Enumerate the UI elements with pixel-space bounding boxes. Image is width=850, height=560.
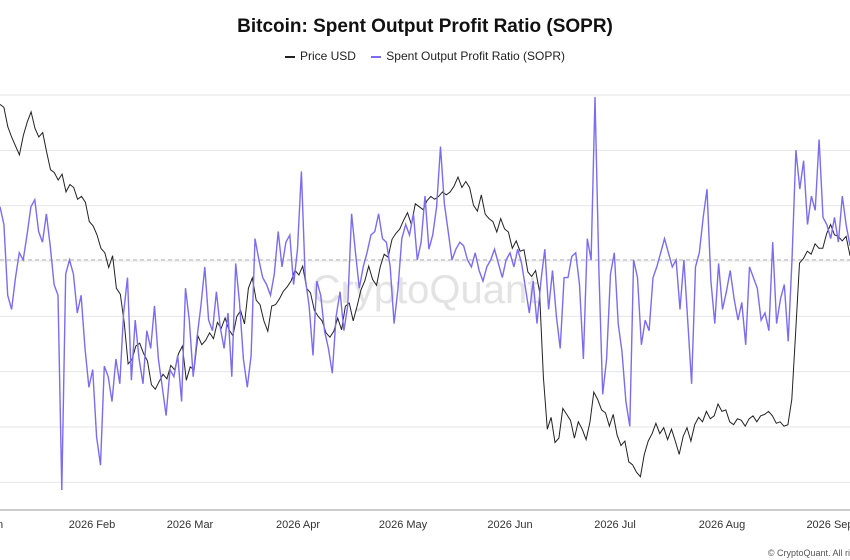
legend: Price USD Spent Output Profit Ratio (SOP… [0,48,850,63]
x-tick-label: 2026 Aug [699,519,746,531]
x-tick-label: 2026 Apr [276,519,320,531]
x-tick-label: 2026 Mar [167,519,214,531]
legend-item-sopr[interactable]: Spent Output Profit Ratio (SOPR) [371,49,565,63]
series-line-sopr [0,96,850,491]
x-tick-label: 2026 May [379,519,428,531]
legend-swatch-price [284,55,295,58]
chart-title: Bitcoin: Spent Output Profit Ratio (SOPR… [237,16,613,37]
x-tick-label: 2026 Sep [806,519,850,531]
x-tick-label: n [0,519,3,531]
x-tick-label: 2026 Jun [487,519,532,531]
legend-swatch-sopr [371,55,382,58]
copyright-footer: © CryptoQuant. All ri [767,548,850,558]
legend-label-price: Price USD [299,48,356,63]
x-tick-label: 2026 Jul [594,519,636,531]
legend-item-price[interactable]: Price USD [284,48,356,63]
legend-label-sopr: Spent Output Profit Ratio (SOPR) [386,48,566,63]
x-tick-label: 2026 Feb [69,519,115,531]
